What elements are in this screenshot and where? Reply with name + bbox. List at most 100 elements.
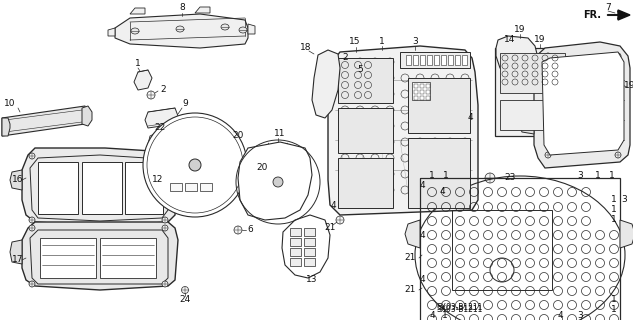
Bar <box>448 55 453 65</box>
Bar <box>441 55 446 65</box>
Text: SX03-B1211: SX03-B1211 <box>437 303 483 313</box>
Bar <box>406 55 411 65</box>
Bar <box>412 82 430 100</box>
Bar <box>414 84 418 88</box>
Bar <box>290 248 301 256</box>
Text: 11: 11 <box>274 130 285 139</box>
Bar <box>400 52 470 68</box>
Bar <box>420 84 424 88</box>
Text: 1: 1 <box>611 215 617 225</box>
Text: 4: 4 <box>467 114 473 123</box>
Polygon shape <box>115 14 248 48</box>
Ellipse shape <box>227 141 234 148</box>
Ellipse shape <box>29 225 35 231</box>
Text: SX03-B1211: SX03-B1211 <box>437 306 483 315</box>
Bar <box>426 84 430 88</box>
Text: 1: 1 <box>595 171 601 180</box>
Polygon shape <box>534 42 630 168</box>
Bar <box>408 138 470 208</box>
Bar <box>455 55 460 65</box>
Text: 1: 1 <box>609 171 615 180</box>
Text: 4: 4 <box>439 188 445 196</box>
Bar <box>100 238 156 278</box>
Ellipse shape <box>147 91 155 99</box>
Polygon shape <box>405 220 420 248</box>
Bar <box>304 228 315 236</box>
Text: 5: 5 <box>357 66 363 75</box>
Polygon shape <box>145 108 178 128</box>
Ellipse shape <box>162 217 168 223</box>
Ellipse shape <box>162 225 168 231</box>
Text: 4: 4 <box>557 310 563 319</box>
Text: 10: 10 <box>4 100 15 108</box>
Bar <box>82 162 122 214</box>
Bar <box>426 96 430 100</box>
Ellipse shape <box>221 24 229 30</box>
Text: 14: 14 <box>505 36 516 44</box>
Bar <box>420 90 424 94</box>
Text: 17: 17 <box>12 255 24 265</box>
Bar <box>38 162 78 214</box>
Text: 4: 4 <box>419 230 425 239</box>
Polygon shape <box>22 148 178 226</box>
Polygon shape <box>2 118 10 136</box>
Polygon shape <box>130 8 145 14</box>
Bar <box>434 55 439 65</box>
Bar <box>200 183 212 191</box>
Polygon shape <box>108 28 115 36</box>
Bar <box>420 178 620 320</box>
Text: 7: 7 <box>605 4 611 12</box>
Ellipse shape <box>545 53 551 59</box>
Bar <box>427 55 432 65</box>
Text: 13: 13 <box>306 276 318 284</box>
Ellipse shape <box>182 286 189 293</box>
Bar <box>304 258 315 266</box>
Text: 20: 20 <box>232 132 244 140</box>
Ellipse shape <box>176 26 184 32</box>
Polygon shape <box>620 220 633 248</box>
Bar <box>500 100 565 130</box>
Ellipse shape <box>29 153 35 159</box>
Polygon shape <box>10 170 22 190</box>
Text: 9: 9 <box>182 100 188 108</box>
Text: 4: 4 <box>429 310 435 319</box>
Text: 2: 2 <box>342 53 348 62</box>
Ellipse shape <box>234 226 242 234</box>
Polygon shape <box>195 7 210 13</box>
Polygon shape <box>248 24 255 34</box>
Polygon shape <box>496 36 538 78</box>
Text: 22: 22 <box>154 123 166 132</box>
Text: 4: 4 <box>330 201 336 210</box>
Bar <box>290 258 301 266</box>
Ellipse shape <box>545 152 551 158</box>
Ellipse shape <box>485 173 495 183</box>
Text: 18: 18 <box>300 44 311 52</box>
Ellipse shape <box>143 113 247 217</box>
Polygon shape <box>175 160 185 180</box>
Bar <box>40 238 96 278</box>
Ellipse shape <box>189 159 201 171</box>
Bar <box>338 158 393 208</box>
Text: 21: 21 <box>404 253 416 262</box>
Text: 3: 3 <box>621 196 627 204</box>
Bar <box>420 96 424 100</box>
Ellipse shape <box>615 53 621 59</box>
Polygon shape <box>238 142 312 220</box>
Text: 1: 1 <box>135 59 141 68</box>
Text: 1: 1 <box>429 171 435 180</box>
Text: 16: 16 <box>12 175 24 185</box>
Polygon shape <box>328 46 478 215</box>
Text: 2: 2 <box>160 85 166 94</box>
Text: 15: 15 <box>349 37 361 46</box>
Ellipse shape <box>29 281 35 287</box>
Polygon shape <box>2 106 88 136</box>
Text: 21: 21 <box>324 223 335 233</box>
Bar <box>338 58 393 103</box>
Text: 1: 1 <box>611 295 617 305</box>
Polygon shape <box>520 58 534 82</box>
Ellipse shape <box>29 217 35 223</box>
Bar <box>290 238 301 246</box>
Bar <box>414 96 418 100</box>
Bar <box>125 162 163 214</box>
Polygon shape <box>312 50 340 118</box>
